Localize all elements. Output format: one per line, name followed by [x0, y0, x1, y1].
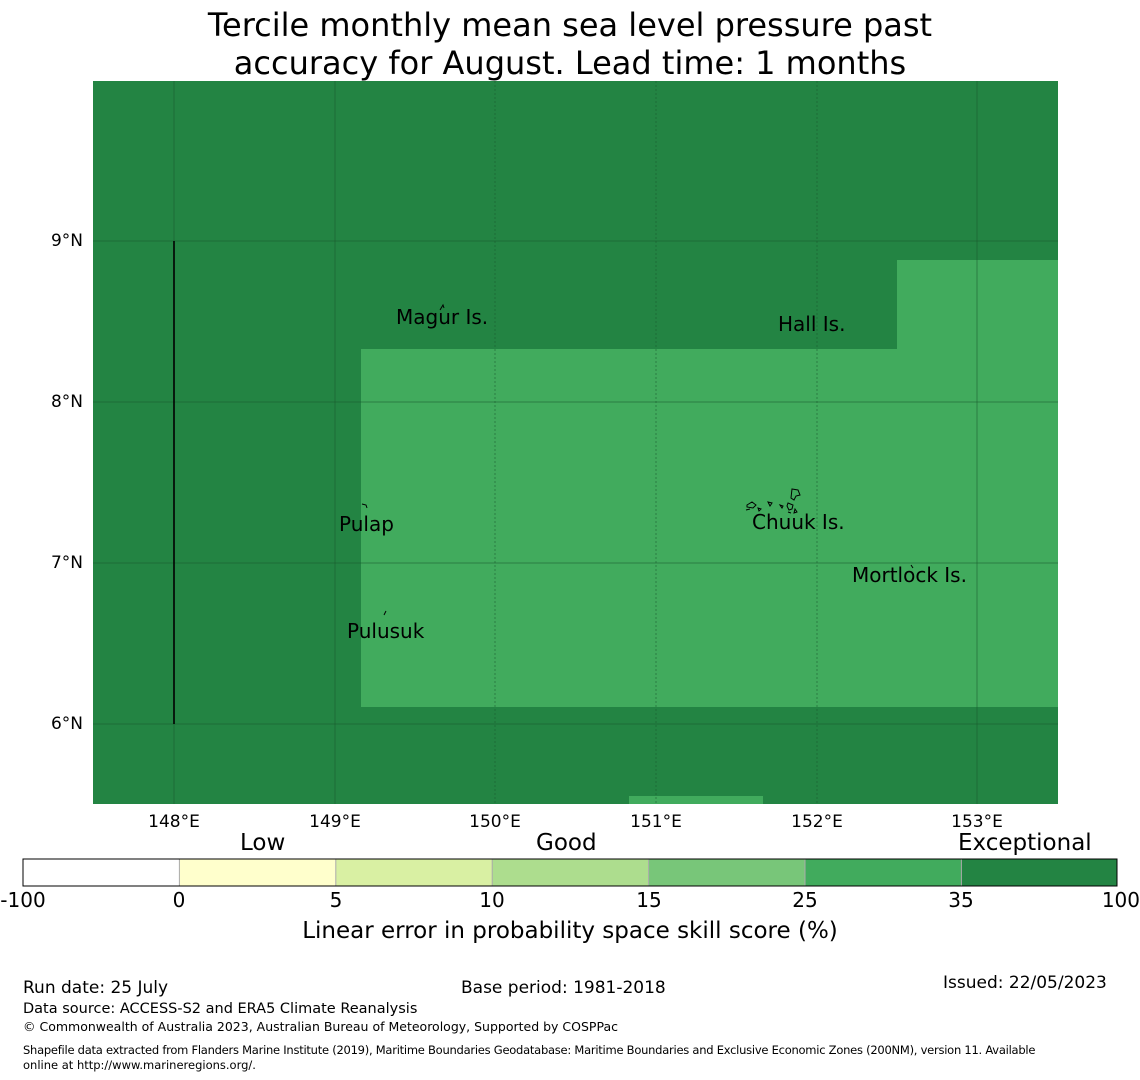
lon-tick-label: 152°E — [791, 812, 843, 832]
data-source: Data source: ACCESS-S2 and ERA5 Climate … — [23, 1001, 418, 1017]
place-label-hall: Hall Is. — [778, 312, 846, 336]
place-label-pulusuk: Pulusuk — [347, 619, 425, 643]
lat-tick-label: 8°N — [50, 392, 83, 412]
copyright-notice: © Commonwealth of Australia 2023, Austra… — [23, 1019, 618, 1034]
lat-tick-label: 9°N — [50, 231, 83, 251]
legend-category-good: Good — [536, 830, 597, 856]
colorbar-tick-label: 10 — [479, 888, 505, 912]
run-date: Run date: 25 July — [23, 978, 169, 998]
colorbar-segment-35-100 — [961, 859, 1117, 886]
lon-tick-label: 150°E — [469, 812, 521, 832]
colorbar-segment-25-35 — [805, 859, 962, 886]
colorbar-segment-0-5 — [179, 859, 336, 886]
colorbar-tick-label: 35 — [948, 888, 974, 912]
colorbar-frame — [22, 858, 1118, 887]
title-line-1: Tercile monthly mean sea level pressure … — [207, 6, 933, 44]
high-skill-region — [361, 260, 1058, 707]
colorbar-segment-10-15 — [492, 859, 649, 886]
lat-tick-label: 6°N — [50, 714, 83, 734]
colorbar-tick-label: 15 — [636, 888, 662, 912]
place-label-chuuk: Chuuk Is. — [752, 510, 845, 534]
place-label-magur: Magur Is. — [396, 305, 489, 329]
colorbar-tick-label: 0 — [172, 888, 186, 912]
colorbar-tick-label: 100 — [1101, 888, 1140, 912]
colorbar-segment-15-25 — [648, 859, 805, 886]
base-period: Base period: 1981-2018 — [461, 978, 666, 998]
high-skill-patch-south — [629, 796, 763, 804]
colorbar-label: Linear error in probability space skill … — [302, 918, 838, 944]
pulusuk-island-outline — [383, 610, 387, 616]
shapefile-credit-line-1: Shapefile data extracted from Flanders M… — [23, 1043, 1036, 1057]
place-label-pulap: Pulap — [339, 512, 394, 536]
place-label-mortlock: Mortlock Is. — [852, 563, 967, 587]
legend-category-exceptional: Exceptional — [958, 830, 1092, 856]
lon-tick-label: 148°E — [148, 812, 200, 832]
island-outlines — [361, 303, 914, 616]
lon-tick-label: 149°E — [309, 812, 361, 832]
lon-tick-label: 153°E — [951, 812, 1003, 832]
shapefile-credit-line-2: online at http://www.marineregions.org/. — [23, 1058, 256, 1072]
chart-title: Tercile monthly mean sea level pressure … — [0, 6, 1140, 82]
issued-date: Issued: 22/05/2023 — [943, 973, 1107, 993]
gridlines — [93, 81, 1058, 804]
legend-category-low: Low — [240, 830, 286, 856]
colorbar-tick-label: 25 — [792, 888, 818, 912]
colorbar-tick-label: -100 — [0, 888, 46, 912]
colorbar-segment--100-0 — [23, 859, 180, 886]
chuuk-lagoon-outline — [745, 488, 801, 514]
colorbar-tick-label: 5 — [329, 888, 343, 912]
lon-tick-label: 151°E — [630, 812, 682, 832]
mortlock-island-outline — [910, 564, 914, 569]
colorbar-segment-5-10 — [335, 859, 493, 886]
pulap-island-outline — [361, 503, 368, 509]
lat-tick-label: 7°N — [50, 553, 83, 573]
magur-island-outline — [439, 303, 445, 311]
colorbar — [22, 858, 1118, 887]
map-background — [93, 81, 1058, 804]
title-line-2: accuracy for August. Lead time: 1 months — [233, 44, 907, 82]
